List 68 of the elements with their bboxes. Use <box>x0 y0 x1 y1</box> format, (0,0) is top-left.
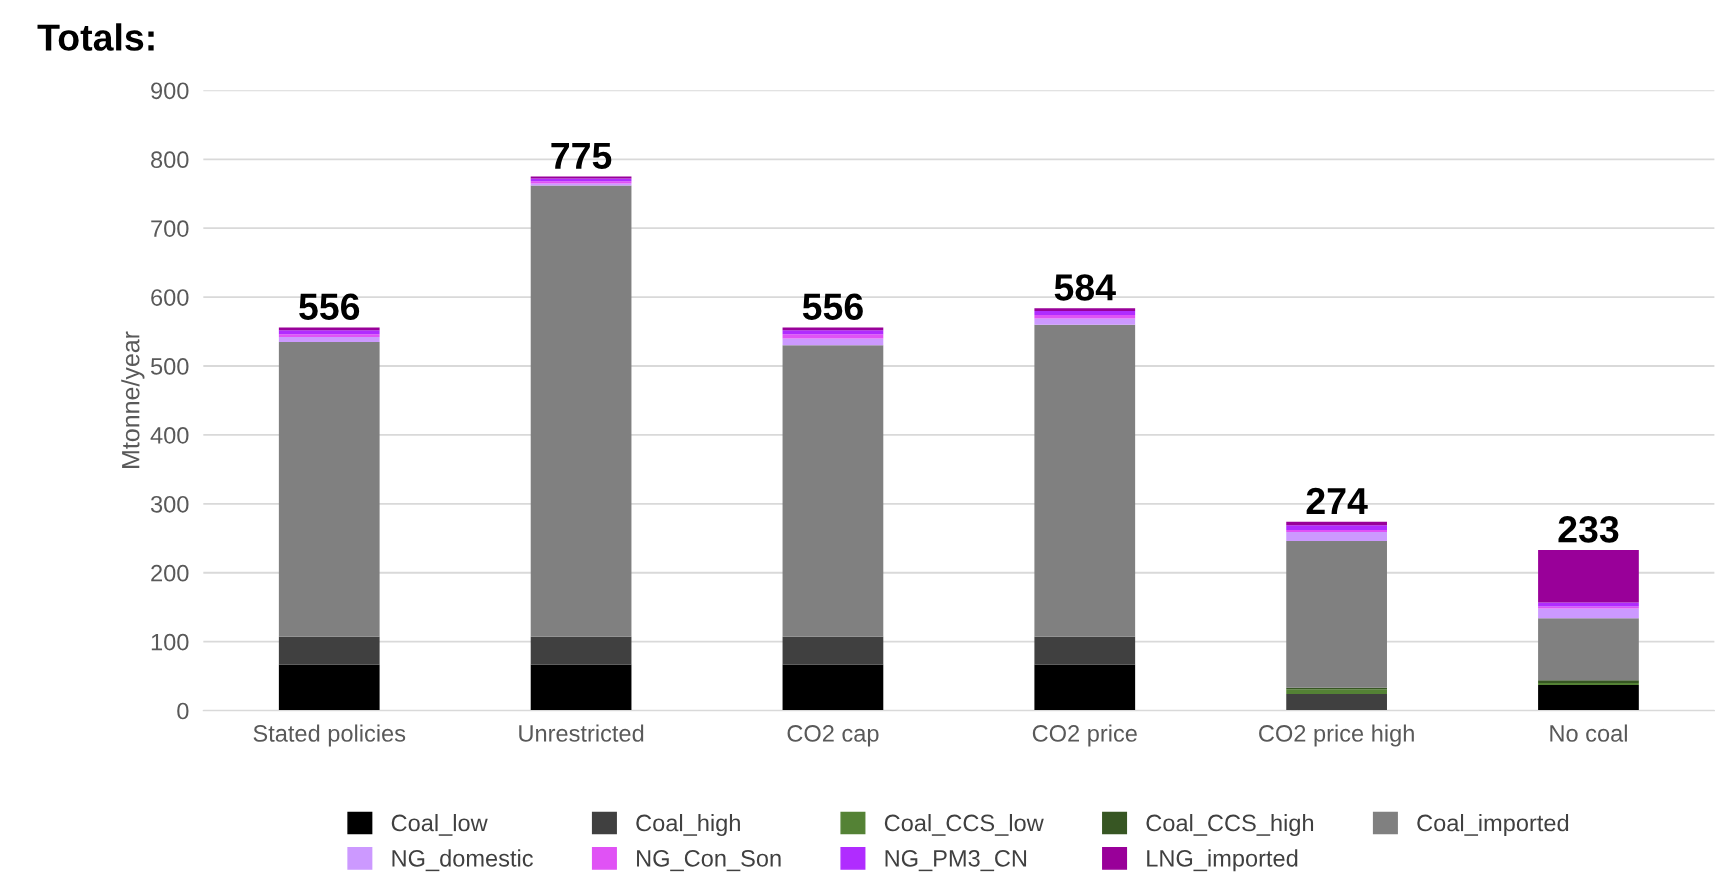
bar <box>278 337 380 342</box>
bar <box>278 636 380 665</box>
bar <box>782 330 884 335</box>
bar <box>1286 525 1387 531</box>
bar <box>1286 532 1387 542</box>
total-label: 556 <box>299 293 360 321</box>
bar <box>530 664 632 711</box>
legend-label: Coal_imported <box>1417 813 1569 836</box>
bar <box>1286 689 1387 695</box>
y-tick-label: 500 <box>150 358 189 375</box>
bar <box>1538 618 1639 681</box>
x-tick-label: No coal <box>1550 724 1627 742</box>
x-tick-label: CO2 price high <box>1259 724 1414 747</box>
y-axis-title: Mtonne/year <box>121 331 145 468</box>
bar <box>1034 664 1136 711</box>
bar <box>1538 685 1639 711</box>
bar <box>1538 602 1639 607</box>
total-label: 584 <box>1054 274 1116 301</box>
total-label: 775 <box>551 142 612 170</box>
legend-label: NG_PM3_CN <box>885 849 1027 872</box>
bar <box>1286 541 1387 688</box>
bar <box>1286 694 1387 711</box>
bar <box>278 330 380 335</box>
bar <box>278 334 380 338</box>
bar <box>782 345 884 637</box>
bar <box>1538 606 1639 609</box>
total-label: 274 <box>1306 487 1368 514</box>
legend-label: Coal_CCS_low <box>884 813 1044 836</box>
x-tick-label: CO2 price <box>1032 724 1137 747</box>
y-tick-label: 900 <box>151 82 189 100</box>
y-tick-label: 200 <box>151 564 189 582</box>
y-tick-label: 300 <box>150 495 189 513</box>
bar <box>1538 608 1639 619</box>
total-label: 233 <box>1558 516 1619 543</box>
bar <box>782 636 884 665</box>
y-tick-label: 100 <box>151 633 189 651</box>
x-tick-label: Stated policies <box>253 724 406 747</box>
bar <box>530 185 632 637</box>
bar <box>1538 550 1639 603</box>
legend-label: Coal_high <box>636 813 740 836</box>
bar <box>1034 308 1136 311</box>
bar <box>782 327 884 331</box>
bar <box>782 338 884 346</box>
y-tick-label: 800 <box>151 151 189 169</box>
bar <box>278 341 380 637</box>
bar <box>782 664 884 711</box>
bar <box>278 327 380 331</box>
y-tick-label: 400 <box>150 427 189 444</box>
bar <box>1034 636 1136 665</box>
legend-label: Coal_low <box>391 813 488 836</box>
y-tick-label: 0 <box>177 702 189 720</box>
bar <box>1286 530 1387 533</box>
bar <box>782 334 884 339</box>
text: Totals: <box>37 23 154 51</box>
legend-label: Coal_CCS_high <box>1146 813 1314 836</box>
bar <box>1034 310 1136 316</box>
legend-label: LNG_imported <box>1147 849 1298 872</box>
x-tick-label: CO2 cap <box>787 725 879 747</box>
legend-label: NG_domestic <box>392 849 533 872</box>
bar <box>530 636 632 665</box>
y-tick-label: 600 <box>151 289 189 306</box>
bar <box>1034 324 1136 637</box>
total-label: 556 <box>802 293 863 321</box>
y-tick-label: 700 <box>151 220 189 237</box>
x-tick-label: Unrestricted <box>519 724 644 742</box>
bar <box>278 664 380 711</box>
legend-label: NG_Con_Son <box>637 849 781 872</box>
bar <box>1034 318 1136 325</box>
